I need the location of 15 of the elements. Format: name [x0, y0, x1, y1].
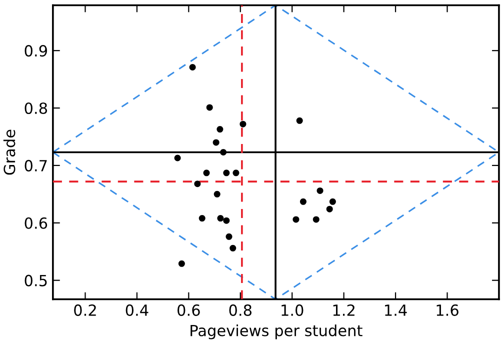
- x-tick-label: 1.6: [436, 304, 458, 316]
- y-tick-label: 0.8: [24, 102, 48, 114]
- y-tick-label: 0.7: [24, 160, 47, 172]
- x-tick-label: 1.0: [282, 304, 304, 316]
- x-axis-title: Pageviews per student: [190, 324, 362, 340]
- y-tick-label: 0.5: [24, 274, 47, 286]
- y-tick-label: 0.9: [24, 45, 47, 57]
- y-axis-title: Grade: [3, 130, 16, 175]
- x-tick-label: 0.2: [74, 304, 96, 316]
- x-tick-label: 1.2: [333, 304, 354, 316]
- x-tick-label: 1.4: [385, 304, 407, 316]
- x-tick-label: 0.6: [178, 304, 200, 316]
- x-tick-label: 0.8: [229, 304, 252, 316]
- y-tick-label: 0.6: [24, 217, 48, 229]
- x-tick-label: 0.4: [126, 304, 148, 316]
